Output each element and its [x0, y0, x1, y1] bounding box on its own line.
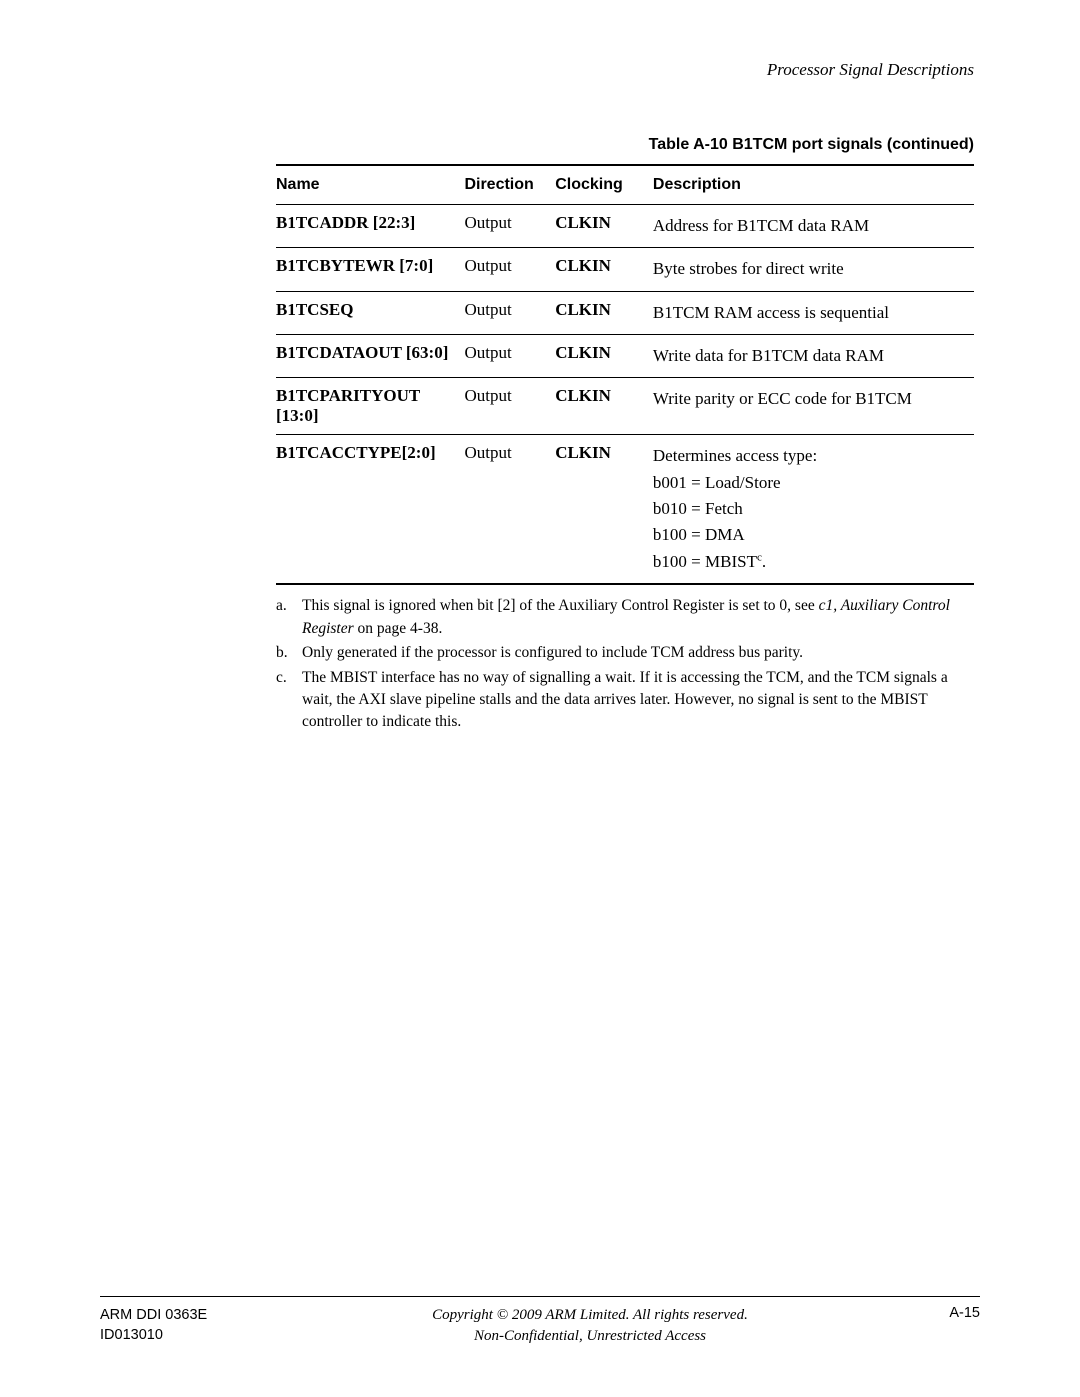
page: Processor Signal Descriptions Table A-10… [0, 0, 1080, 1397]
description-line: Address for B1TCM data RAM [653, 213, 966, 239]
signal-clocking: CLKIN [555, 378, 653, 435]
footer-copyright: Copyright © 2009 ARM Limited. All rights… [300, 1305, 880, 1326]
footer-center: Copyright © 2009 ARM Limited. All rights… [300, 1305, 880, 1347]
table-row: B1TCADDR [22:3]OutputCLKINAddress for B1… [276, 205, 974, 248]
footnote-label: c. [276, 667, 302, 734]
signal-clocking: CLKIN [555, 248, 653, 291]
table-row: B1TCSEQOutputCLKINB1TCM RAM access is se… [276, 291, 974, 334]
signal-name: B1TCPARITYOUT [13:0] [276, 378, 464, 435]
content-block: Table A-10 B1TCM port signals (continued… [276, 136, 974, 734]
signal-direction: Output [464, 435, 555, 584]
signal-description: Determines access type:b001 = Load/Store… [653, 435, 974, 584]
footnote-text: This signal is ignored when bit [2] of t… [302, 595, 974, 640]
signal-direction: Output [464, 205, 555, 248]
table-row: B1TCPARITYOUT [13:0]OutputCLKINWrite par… [276, 378, 974, 435]
signal-direction: Output [464, 335, 555, 378]
footnote-text-pre: This signal is ignored when bit [2] of t… [302, 597, 819, 614]
table-caption: Table A-10 B1TCM port signals (continued… [276, 136, 974, 154]
signal-direction: Output [464, 378, 555, 435]
footer-doc-id: ARM DDI 0363E [100, 1305, 300, 1325]
signal-description: B1TCM RAM access is sequential [653, 291, 974, 334]
description-line: Byte strobes for direct write [653, 256, 966, 282]
footnote-text-post: on page 4-38. [354, 620, 443, 637]
signal-name: B1TCBYTEWR [7:0] [276, 248, 464, 291]
footer-id: ID013010 [100, 1325, 300, 1345]
signals-table: Name Direction Clocking Description B1TC… [276, 164, 974, 585]
footnote-text-pre: Only generated if the processor is confi… [302, 644, 803, 661]
signal-clocking: CLKIN [555, 291, 653, 334]
col-header-description: Description [653, 165, 974, 205]
col-header-direction: Direction [464, 165, 555, 205]
signal-name: B1TCADDR [22:3] [276, 205, 464, 248]
section-title: Processor Signal Descriptions [100, 60, 974, 80]
signal-name: B1TCDATAOUT [63:0] [276, 335, 464, 378]
footnote-label: b. [276, 642, 302, 664]
footnote-text: The MBIST interface has no way of signal… [302, 667, 974, 734]
table-header-row: Name Direction Clocking Description [276, 165, 974, 205]
signal-name: B1TCACCTYPE[2:0] [276, 435, 464, 584]
footnotes: a.This signal is ignored when bit [2] of… [276, 595, 974, 734]
signal-description: Write parity or ECC code for B1TCM [653, 378, 974, 435]
signal-direction: Output [464, 248, 555, 291]
description-line: b100 = MBISTc. [653, 549, 966, 575]
description-trailing-dot: . [762, 552, 766, 571]
signal-clocking: CLKIN [555, 205, 653, 248]
footer-page-number: A-15 [880, 1305, 980, 1321]
description-line: B1TCM RAM access is sequential [653, 300, 966, 326]
signal-description: Write data for B1TCM data RAM [653, 335, 974, 378]
signal-clocking: CLKIN [555, 435, 653, 584]
col-header-clocking: Clocking [555, 165, 653, 205]
table-row: B1TCACCTYPE[2:0]OutputCLKINDetermines ac… [276, 435, 974, 584]
description-line: Write parity or ECC code for B1TCM [653, 386, 966, 412]
footnote: b.Only generated if the processor is con… [276, 642, 974, 664]
description-line: b100 = DMA [653, 522, 966, 548]
description-line: b010 = Fetch [653, 496, 966, 522]
signal-description: Address for B1TCM data RAM [653, 205, 974, 248]
page-footer: ARM DDI 0363E ID013010 Copyright © 2009 … [100, 1296, 980, 1347]
signal-clocking: CLKIN [555, 335, 653, 378]
description-line: b001 = Load/Store [653, 470, 966, 496]
description-line: Determines access type: [653, 443, 966, 469]
description-line: Write data for B1TCM data RAM [653, 343, 966, 369]
signal-name: B1TCSEQ [276, 291, 464, 334]
signal-description: Byte strobes for direct write [653, 248, 974, 291]
footnote-label: a. [276, 595, 302, 640]
footer-classification: Non-Confidential, Unrestricted Access [300, 1326, 880, 1347]
footnote: a.This signal is ignored when bit [2] of… [276, 595, 974, 640]
table-row: B1TCBYTEWR [7:0]OutputCLKINByte strobes … [276, 248, 974, 291]
footer-left: ARM DDI 0363E ID013010 [100, 1305, 300, 1346]
col-header-name: Name [276, 165, 464, 205]
footnote-text-pre: The MBIST interface has no way of signal… [302, 669, 948, 731]
footnote: c.The MBIST interface has no way of sign… [276, 667, 974, 734]
footnote-text: Only generated if the processor is confi… [302, 642, 974, 664]
signal-direction: Output [464, 291, 555, 334]
table-row: B1TCDATAOUT [63:0]OutputCLKINWrite data … [276, 335, 974, 378]
